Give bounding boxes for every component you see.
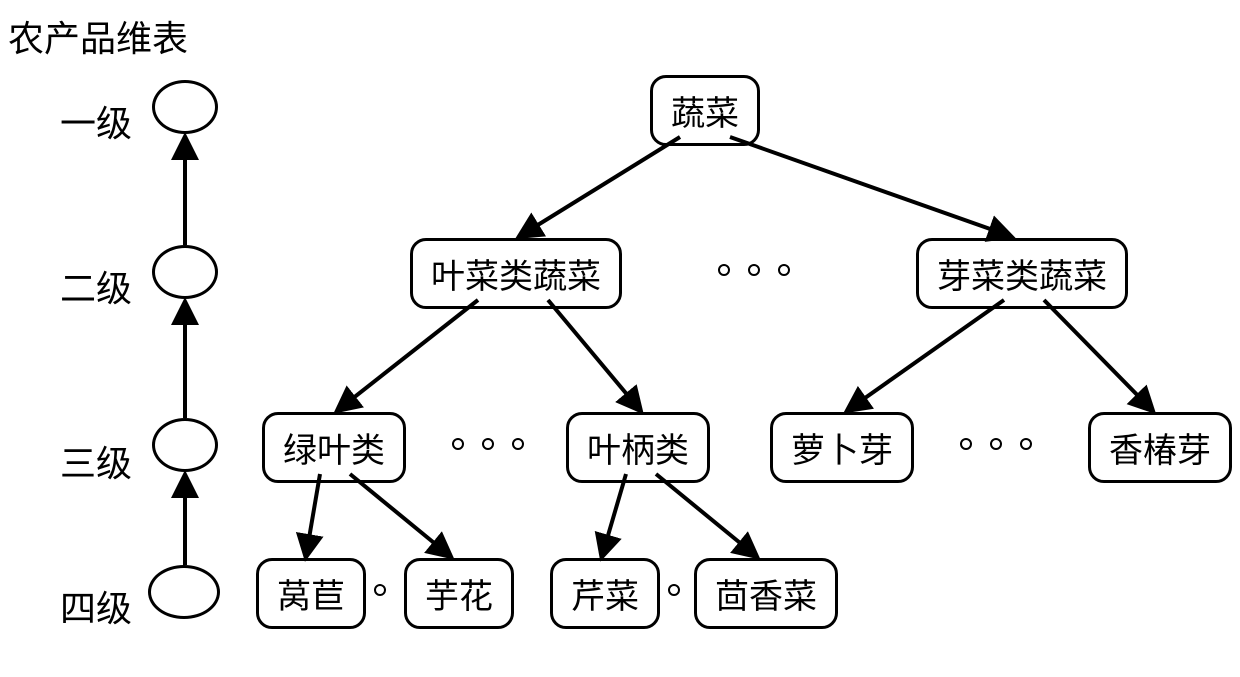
level-3-ellipse [152,418,218,472]
level-1-ellipse [152,80,218,134]
level-1-label: 一级 [60,95,132,147]
ellipsis-l2 [718,264,790,276]
node-l3-b1: 萝卜芽 [770,412,914,483]
level-4-ellipse [148,565,220,619]
level-2-label: 二级 [60,260,132,312]
ellipsis-l4b [668,584,680,596]
ellipsis-l3b [960,438,1032,450]
node-root: 蔬菜 [650,75,760,146]
ellipsis-l4a [374,584,386,596]
node-l4-a2x: 芹菜 [550,558,660,629]
level-4-label: 四级 [60,580,132,632]
node-l4-a1x: 莴苣 [256,558,366,629]
node-l4-a1y: 芋花 [404,558,514,629]
node-l3-a1: 绿叶类 [262,412,406,483]
level-3-label: 三级 [60,435,132,487]
diagram-title: 农产品维表 [8,10,188,62]
node-l3-a2: 叶柄类 [566,412,710,483]
diagram-container: 农产品维表 一级 二级 三级 四级 蔬菜 叶菜类蔬菜 芽菜类蔬菜 绿叶类 叶柄类… [0,0,1240,677]
node-l2-a: 叶菜类蔬菜 [410,238,622,309]
node-l2-b: 芽菜类蔬菜 [916,238,1128,309]
node-l3-b2: 香椿芽 [1088,412,1232,483]
level-2-ellipse [152,245,218,299]
node-l4-a2y: 茴香菜 [694,558,838,629]
ellipsis-l3a [452,438,524,450]
